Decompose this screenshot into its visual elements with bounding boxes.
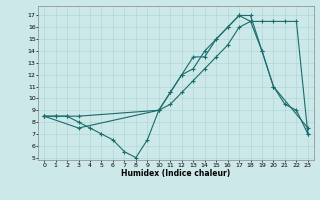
X-axis label: Humidex (Indice chaleur): Humidex (Indice chaleur) xyxy=(121,169,231,178)
